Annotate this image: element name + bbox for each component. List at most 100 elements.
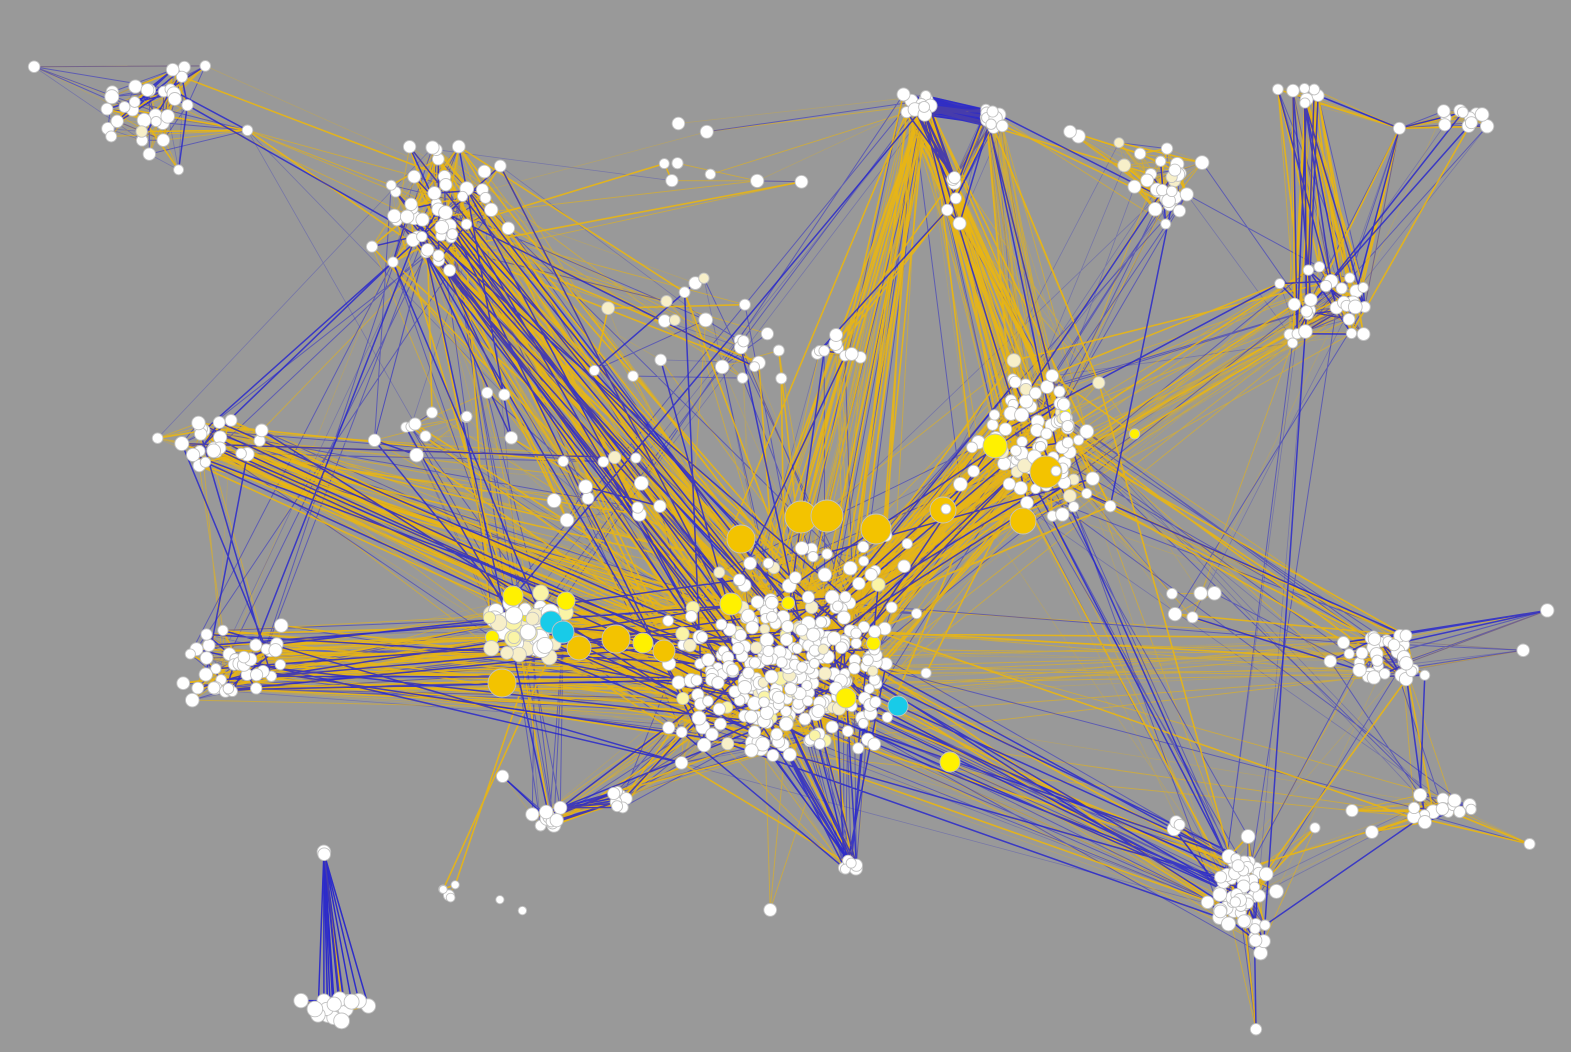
graph-node[interactable] <box>1229 896 1241 908</box>
graph-node[interactable] <box>250 682 263 695</box>
graph-node[interactable] <box>1523 838 1536 850</box>
graph-hub-node[interactable] <box>502 585 524 607</box>
graph-node[interactable] <box>1156 183 1169 197</box>
graph-hub-node[interactable] <box>566 635 592 661</box>
graph-node[interactable] <box>685 610 698 623</box>
graph-node[interactable] <box>1516 643 1530 658</box>
graph-node[interactable] <box>504 606 524 625</box>
graph-node[interactable] <box>1347 299 1363 315</box>
graph-node[interactable] <box>818 666 832 681</box>
graph-node[interactable] <box>781 620 795 634</box>
graph-node[interactable] <box>498 388 511 401</box>
graph-node[interactable] <box>1345 804 1359 818</box>
graph-node[interactable] <box>268 643 283 658</box>
graph-node[interactable] <box>597 455 610 468</box>
graph-node[interactable] <box>762 557 774 569</box>
graph-node[interactable] <box>676 691 690 706</box>
graph-node[interactable] <box>1133 147 1147 160</box>
graph-node[interactable] <box>1034 440 1047 453</box>
graph-node[interactable] <box>750 595 765 609</box>
graph-node[interactable] <box>949 192 962 205</box>
graph-node[interactable] <box>713 717 727 731</box>
graph-node[interactable] <box>1302 264 1315 276</box>
graph-node[interactable] <box>701 652 716 667</box>
graph-node[interactable] <box>500 646 514 660</box>
graph-node[interactable] <box>660 295 673 308</box>
graph-node[interactable] <box>1056 397 1071 412</box>
graph-node[interactable] <box>760 327 774 341</box>
graph-node[interactable] <box>1221 916 1236 932</box>
graph-node[interactable] <box>367 433 382 447</box>
graph-node[interactable] <box>105 130 118 143</box>
graph-node[interactable] <box>824 589 840 605</box>
graph-node[interactable] <box>726 663 740 677</box>
graph-node[interactable] <box>1249 1023 1263 1036</box>
graph-node[interactable] <box>1313 261 1326 273</box>
graph-node[interactable] <box>1154 155 1167 167</box>
graph-node[interactable] <box>986 418 999 431</box>
graph-node[interactable] <box>1343 648 1355 660</box>
graph-node[interactable] <box>745 620 760 635</box>
graph-node[interactable] <box>704 168 717 180</box>
graph-node[interactable] <box>885 601 898 614</box>
graph-node[interactable] <box>736 372 749 384</box>
graph-node[interactable] <box>1068 501 1080 513</box>
graph-node[interactable] <box>762 644 775 658</box>
graph-node[interactable] <box>538 804 554 820</box>
graph-node[interactable] <box>696 631 709 644</box>
graph-node[interactable] <box>691 710 707 726</box>
graph-node[interactable] <box>683 638 697 653</box>
graph-node[interactable] <box>1063 124 1077 139</box>
graph-node[interactable] <box>705 727 719 742</box>
graph-node[interactable] <box>1323 654 1337 668</box>
graph-node[interactable] <box>749 361 760 373</box>
graph-node[interactable] <box>525 807 540 822</box>
graph-node[interactable] <box>671 157 684 170</box>
graph-highlight-node[interactable] <box>887 695 909 717</box>
graph-node[interactable] <box>671 116 686 131</box>
graph-node[interactable] <box>1214 870 1228 884</box>
graph-node[interactable] <box>184 648 196 660</box>
graph-node[interactable] <box>140 83 155 97</box>
graph-node[interactable] <box>714 359 730 375</box>
graph-node[interactable] <box>1213 904 1228 919</box>
graph-node[interactable] <box>1287 297 1301 311</box>
graph-node[interactable] <box>425 406 439 419</box>
graph-node[interactable] <box>1249 923 1261 935</box>
graph-node[interactable] <box>173 164 185 176</box>
graph-node[interactable] <box>1319 279 1333 293</box>
graph-node[interactable] <box>1073 434 1085 446</box>
graph-node[interactable] <box>212 416 226 429</box>
graph-node[interactable] <box>1371 654 1384 667</box>
graph-node[interactable] <box>174 436 190 452</box>
graph-node[interactable] <box>835 641 848 655</box>
graph-node[interactable] <box>941 203 954 217</box>
graph-node[interactable] <box>1063 489 1077 503</box>
graph-node[interactable] <box>1356 327 1371 341</box>
graph-node[interactable] <box>772 344 785 357</box>
graph-node[interactable] <box>1344 272 1356 284</box>
graph-node[interactable] <box>1308 83 1321 96</box>
graph-node[interactable] <box>445 892 456 903</box>
graph-node[interactable] <box>1387 638 1401 652</box>
graph-node[interactable] <box>408 417 422 431</box>
graph-node[interactable] <box>1286 83 1300 98</box>
graph-node[interactable] <box>186 447 201 462</box>
graph-node[interactable] <box>750 173 765 188</box>
graph-node[interactable] <box>1253 945 1268 961</box>
graph-node[interactable] <box>1342 312 1356 326</box>
graph-node[interactable] <box>1040 427 1053 440</box>
graph-node[interactable] <box>419 430 432 443</box>
graph-node[interactable] <box>438 885 448 894</box>
graph-node[interactable] <box>415 212 430 227</box>
graph-node[interactable] <box>825 720 839 734</box>
graph-node[interactable] <box>1464 116 1478 130</box>
graph-node[interactable] <box>674 756 689 770</box>
graph-node[interactable] <box>765 595 779 610</box>
graph-node[interactable] <box>1287 337 1299 349</box>
graph-node[interactable] <box>207 681 221 695</box>
graph-node[interactable] <box>848 662 861 675</box>
graph-node[interactable] <box>1168 163 1182 177</box>
graph-node[interactable] <box>409 447 424 463</box>
